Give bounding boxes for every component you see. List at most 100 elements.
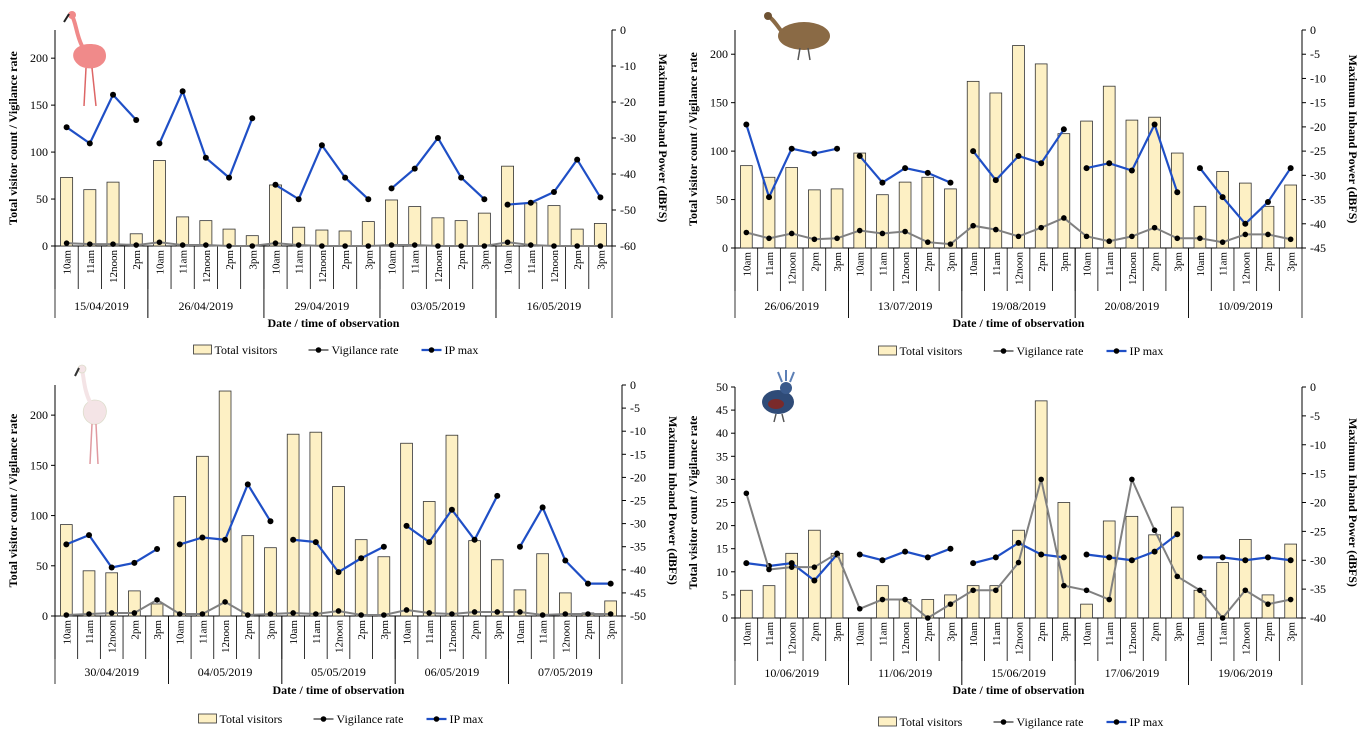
time-label: 10am (741, 252, 753, 277)
visitors-bar (966, 585, 980, 619)
legend-marker-vigilance (1000, 348, 1007, 354)
legend-marker-ip-max (1113, 348, 1120, 354)
y-axis-title: Total visitor count / Vigilance rate (6, 413, 20, 587)
date-label: 17/06/2019 (1105, 666, 1160, 680)
visitors-bar (524, 202, 538, 247)
x-axis-title: Date / time of observation (953, 316, 1085, 330)
vigilance-point (222, 599, 228, 605)
vigilance-point (947, 601, 954, 607)
y2-tick-label: -10 (630, 424, 646, 438)
legend-label-ip-max: IP max (1130, 344, 1164, 358)
time-label: 2pm (923, 252, 935, 272)
ip-max-point (743, 121, 750, 128)
vigilance-point (388, 242, 395, 248)
ip-max-point (902, 165, 909, 172)
vigilance-point (766, 566, 772, 573)
vigilance-line (66, 241, 601, 247)
time-label: 2pm (340, 250, 352, 270)
flamingo-icon (63, 11, 106, 107)
legend-label-vigilance: Vigilance rate (1017, 344, 1084, 358)
date-label: 06/05/2019 (425, 665, 480, 679)
ip-max-point (788, 145, 795, 152)
time-label: 2pm (456, 250, 468, 270)
vigilance-point (766, 235, 772, 242)
time-label: 12noon (900, 252, 912, 286)
vigilance-point (226, 243, 232, 249)
vigilance-point (86, 611, 92, 617)
legend: Total visitors Vigilance rate IP max (878, 344, 1164, 358)
vigilance-point (1083, 233, 1090, 240)
vigilance-point (1129, 233, 1135, 240)
y2-tick-label: -50 (620, 203, 636, 217)
ip-max-point (811, 150, 818, 157)
flamingo-leg (83, 67, 87, 107)
visitors-bar (264, 547, 277, 617)
time-label: 2pm (1150, 252, 1162, 272)
vigilance-point (1151, 527, 1158, 534)
date-label: 03/05/2019 (411, 299, 466, 313)
time-label: 11am (84, 620, 96, 644)
visitors-bar (593, 223, 607, 247)
ip-max-point (1242, 220, 1249, 227)
flamingo-beak (63, 13, 70, 23)
visitors-bar (468, 540, 481, 617)
y2-tick-label: -25 (630, 494, 646, 508)
vigilance-point (131, 610, 138, 616)
time-label: 12noon (433, 250, 445, 284)
flamingo-beak (74, 367, 80, 377)
y2-tick-label: -40 (1310, 217, 1326, 231)
y2-tick-label: 0 (1310, 380, 1316, 394)
ip-max-point (63, 124, 70, 131)
ip-max-point (154, 546, 161, 553)
visitors-bar (876, 194, 889, 249)
ip-max-point (290, 536, 297, 543)
visitors-bar (1284, 184, 1297, 249)
ip-max-point (811, 577, 818, 584)
ip-max-line (518, 504, 611, 585)
vigilance-point (1174, 235, 1181, 242)
time-label: 3pm (1286, 622, 1298, 642)
ip-max-line (390, 136, 486, 201)
legend-label-ip-max: IP max (450, 712, 484, 726)
ip-max-point (834, 145, 841, 152)
ip-max-point (924, 169, 931, 176)
visitors-bar (332, 486, 345, 617)
y-tick-label: 50 (36, 559, 48, 573)
ip-max-point (133, 117, 140, 123)
vigilance-point (517, 609, 523, 615)
date-label: 10/06/2019 (764, 666, 819, 680)
visitors-bar (898, 181, 912, 249)
visitors-bar (173, 496, 187, 617)
vigilance-point (1265, 231, 1271, 238)
time-label: 3pm (379, 620, 391, 640)
visitors-bar (241, 535, 255, 617)
visitors-bar (1193, 205, 1207, 249)
vigilance-point (449, 611, 455, 617)
date-label: 05/05/2019 (311, 665, 366, 679)
y-tick-label: 30 (716, 472, 728, 486)
visitors-bar (989, 585, 1003, 619)
vigilance-point (1129, 476, 1135, 483)
crowned-pigeon-icon (762, 370, 795, 423)
time-label: 2pm (243, 620, 255, 640)
vigilance-point (743, 490, 750, 497)
vigilance-point (574, 243, 580, 249)
vigilance-point (1242, 587, 1249, 594)
time-label: 12noon (334, 620, 346, 654)
vigilance-point (597, 243, 604, 249)
ip-max-point (1219, 554, 1226, 561)
visitors-bar (1170, 152, 1184, 249)
time-label: 3pm (363, 250, 375, 270)
vigilance-point (494, 609, 501, 615)
time-label: 3pm (945, 622, 957, 642)
visitors-bar (966, 80, 980, 249)
time-label: 12noon (107, 620, 119, 654)
y2-tick-label: -10 (620, 59, 636, 73)
time-label: 3pm (595, 250, 607, 270)
visitors-bar (150, 603, 164, 617)
tinamou-leg (797, 47, 801, 61)
visitors-bar (176, 216, 190, 247)
flamingo-body (73, 44, 106, 69)
pigeon-crest (777, 370, 795, 383)
y2-tick-label: -20 (1310, 496, 1326, 510)
